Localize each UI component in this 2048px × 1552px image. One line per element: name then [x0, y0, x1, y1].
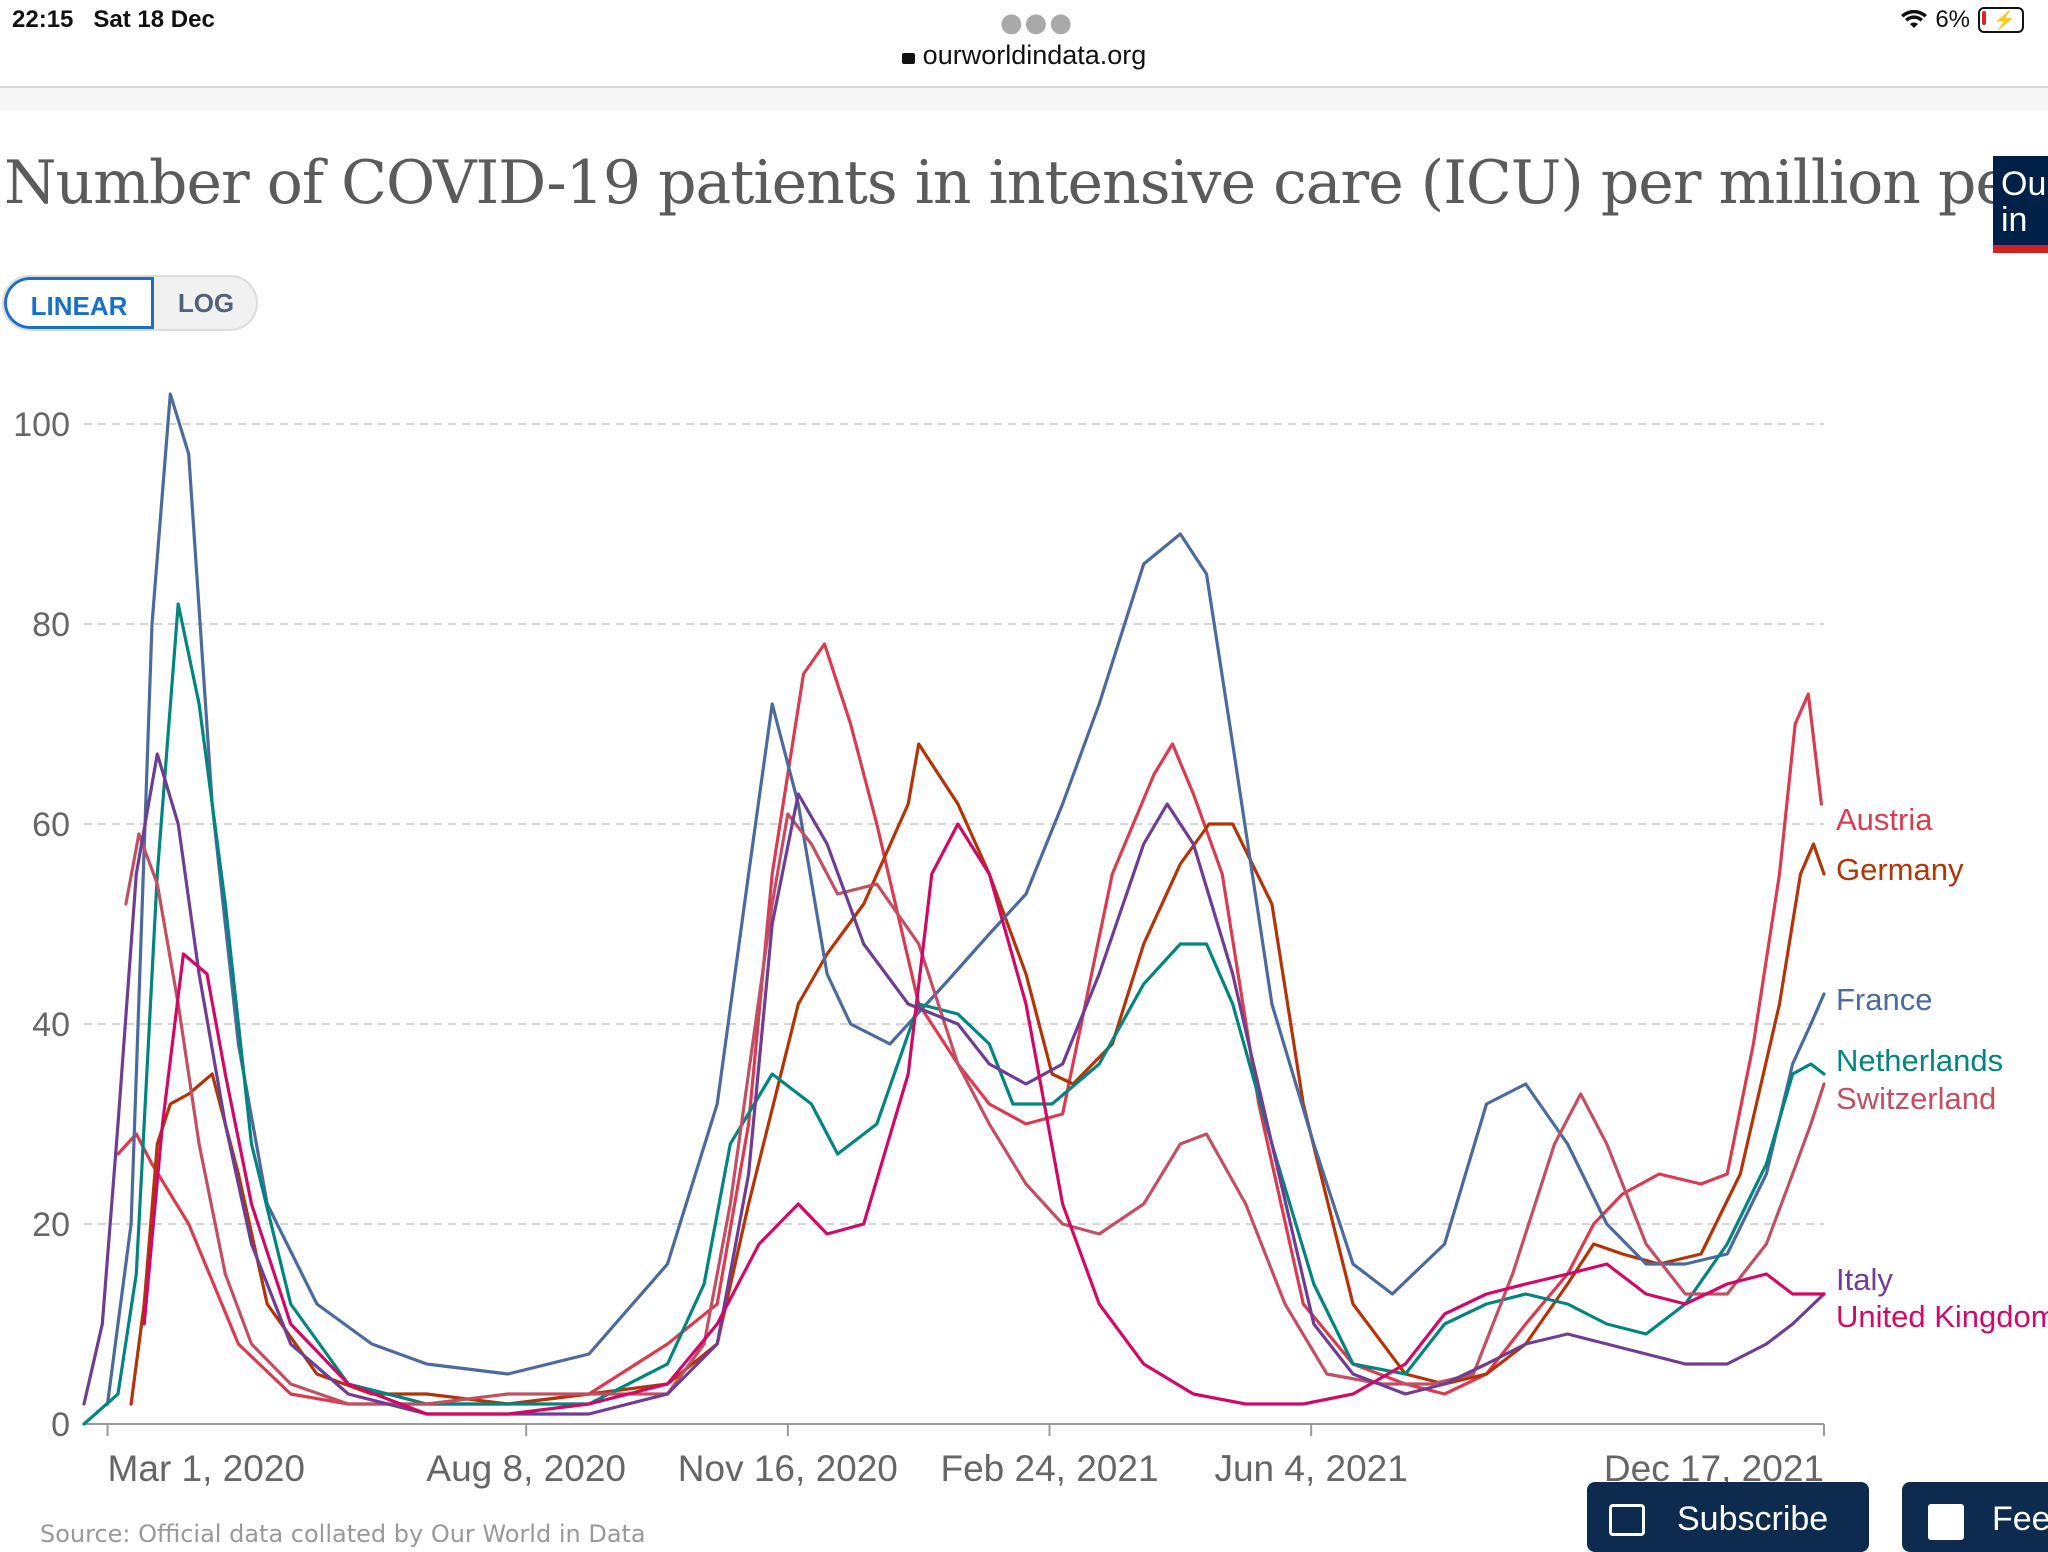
series-line-netherlands: [82, 602, 1826, 1426]
legend-label-netherlands: Netherlands: [1836, 1043, 2003, 1078]
legend-label-france: France: [1836, 982, 1932, 1017]
y-tick-label: 0: [51, 1406, 70, 1444]
legend-label-germany: Germany: [1836, 852, 1964, 887]
log-scale-button[interactable]: LOG: [177, 288, 235, 318]
y-tick-label: 40: [32, 1006, 70, 1044]
subscribe-label: Subscribe: [1677, 1500, 1829, 1538]
series-line-france: [105, 392, 1826, 1406]
legend-label-switzerland: Switzerland: [1836, 1081, 1996, 1116]
legend-label-italy: Italy: [1836, 1262, 1893, 1297]
line-chart: 0 20 40 60 80 100 Mar 1, 2020 Aug 8, 2020 Nov 1…: [13, 392, 2048, 1489]
wifi-icon: [1901, 10, 1928, 28]
legend-label-united-kingdom: United Kingdom: [1836, 1299, 2048, 1334]
battery-icon: ⚡: [1978, 7, 2024, 33]
address-bar[interactable]: ourworldindata.org: [0, 40, 2048, 71]
series-line-switzerland: [124, 812, 1826, 1406]
site-header-strip: [0, 88, 2048, 110]
x-tick-label: Jun 4, 2021: [1214, 1448, 1407, 1489]
subscribe-button[interactable]: Subscribe: [1587, 1482, 1869, 1552]
y-axis-ticks: 0 20 40 60 80 100: [13, 406, 70, 1444]
series-line-united-kingdom: [142, 822, 1826, 1416]
feedback-button[interactable]: Feedback: [1902, 1482, 2048, 1552]
legend: Austria Germany France NetherlandsSwitzerla…: [1836, 802, 2048, 1334]
series-line-italy: [82, 752, 1826, 1416]
legend-label-austria: Austria: [1836, 802, 1933, 837]
grid-lines: [84, 423, 1824, 1225]
newsletter-icon: [1609, 1504, 1645, 1536]
lock-icon: [901, 53, 915, 64]
series-lines: [82, 392, 1826, 1426]
linear-scale-button[interactable]: LINEAR: [4, 277, 154, 329]
browser-menu-dots-icon[interactable]: ●●●: [1000, 8, 1075, 38]
y-tick-label: 100: [13, 406, 70, 444]
status-indicators: 6% ⚡: [1901, 6, 2024, 34]
x-tick-label: Aug 8, 2020: [426, 1448, 626, 1489]
status-time: 22:15 Sat 18 Dec: [12, 6, 215, 33]
feedback-label: Feedback: [1992, 1500, 2048, 1538]
status-bar: 22:15 Sat 18 Dec ●●● ourworldindata.org …: [0, 0, 2048, 88]
y-tick-label: 80: [32, 606, 70, 644]
owid-logo[interactable]: Our in: [1993, 156, 2048, 253]
source-note[interactable]: Source: Official data collated by Our Wo…: [40, 1520, 646, 1548]
feedback-icon: [1928, 1504, 1964, 1540]
url-text: ourworldindata.org: [922, 40, 1147, 70]
series-line-germany: [129, 742, 1826, 1406]
scale-toggle: LINEAR LOG: [2, 275, 258, 331]
x-tick-label: Mar 1, 2020: [108, 1448, 305, 1489]
battery-percent: 6%: [1935, 6, 1970, 33]
y-tick-label: 20: [32, 1206, 70, 1244]
x-axis: Mar 1, 2020 Aug 8, 2020 Nov 16, 2020 Feb 24…: [84, 1423, 1825, 1489]
x-tick-label: Nov 16, 2020: [678, 1448, 898, 1489]
x-tick-label: Feb 24, 2021: [940, 1448, 1158, 1489]
chart-title: Number of COVID-19 patients in intensive…: [4, 148, 2048, 218]
y-tick-label: 60: [32, 806, 70, 844]
